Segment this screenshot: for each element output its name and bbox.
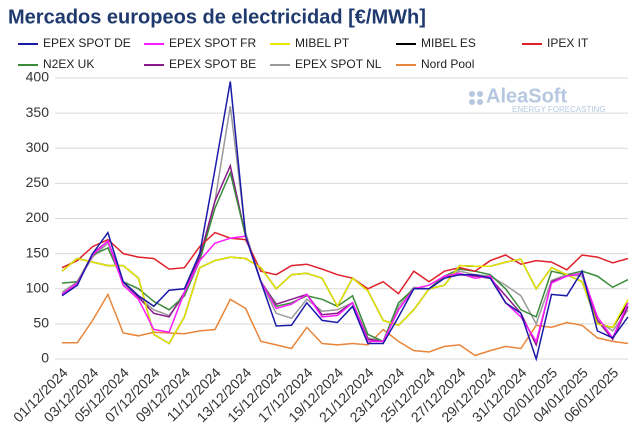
- y-tick-label: 200: [26, 209, 50, 225]
- legend-label: IPEX IT: [547, 36, 589, 50]
- series-line: [61, 235, 629, 344]
- logo-dot: [469, 91, 475, 97]
- watermark-tagline: ENERGY FORECASTING: [512, 105, 606, 114]
- legend-label: EPEX SPOT FR: [169, 36, 256, 50]
- logo-dot: [477, 91, 483, 97]
- y-tick-label: 400: [26, 69, 50, 85]
- legend-label: EPEX SPOT BE: [169, 57, 256, 71]
- series-line: [61, 81, 629, 362]
- series-line: [61, 256, 629, 345]
- y-tick-label: 0: [41, 350, 49, 366]
- legend-label: MIBEL PT: [295, 36, 350, 50]
- chart-title: Mercados europeos de electricidad [€/MWh…: [8, 6, 426, 28]
- y-tick-label: 250: [26, 174, 50, 190]
- legend-label: EPEX SPOT NL: [295, 57, 382, 71]
- series-line: [61, 163, 629, 348]
- watermark-name: AleaSoft: [486, 85, 567, 107]
- logo-dot: [469, 99, 475, 105]
- logo-dot: [477, 99, 483, 105]
- legend-label: MIBEL ES: [421, 36, 476, 50]
- y-tick-label: 300: [26, 139, 50, 155]
- y-tick-label: 50: [33, 315, 49, 331]
- y-tick-label: 150: [26, 244, 50, 260]
- legend-label: Nord Pool: [421, 57, 474, 71]
- series-line: [62, 292, 629, 357]
- y-tick-label: 350: [26, 104, 50, 120]
- series-line: [61, 231, 629, 295]
- legend-label: N2EX UK: [43, 57, 94, 71]
- y-tick-label: 100: [26, 279, 50, 295]
- legend-label: EPEX SPOT DE: [43, 36, 131, 50]
- watermark: AleaSoft ENERGY FORECASTING: [469, 85, 606, 114]
- series-line: [61, 105, 629, 343]
